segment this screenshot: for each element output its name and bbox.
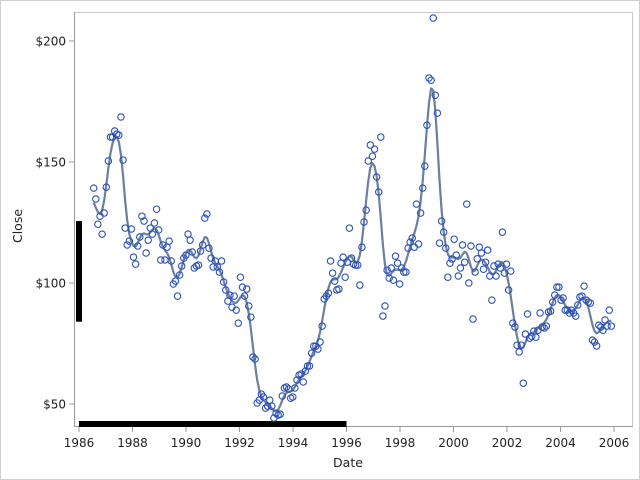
data-point (371, 146, 377, 152)
data-point (338, 260, 344, 266)
data-point (346, 225, 352, 231)
data-point (537, 310, 543, 316)
data-point (300, 379, 306, 385)
y-axis-title: Close (10, 209, 25, 243)
data-point (516, 349, 522, 355)
data-point (489, 297, 495, 303)
data-point (533, 334, 539, 340)
x-tick-label: 1988 (117, 436, 148, 450)
data-point (478, 250, 484, 256)
data-point (430, 15, 436, 21)
data-point (329, 270, 335, 276)
data-point (499, 229, 505, 235)
data-point (187, 237, 193, 243)
data-point (436, 240, 442, 246)
data-point (380, 313, 386, 319)
data-point (290, 394, 296, 400)
data-point (520, 380, 526, 386)
data-point (174, 293, 180, 299)
data-point (153, 206, 159, 212)
data-point (378, 134, 384, 140)
data-point (132, 261, 138, 267)
data-point (231, 293, 237, 299)
data-point (480, 266, 486, 272)
data-point (118, 114, 124, 120)
y-tick-label: $150 (35, 156, 66, 170)
data-point (99, 231, 105, 237)
data-point (455, 273, 461, 279)
x-axis-title: Date (333, 455, 363, 470)
data-point (464, 201, 470, 207)
data-point (457, 265, 463, 271)
data-point (413, 201, 419, 207)
data-point (185, 231, 191, 237)
data-point (267, 397, 273, 403)
x-tick-label: 1990 (171, 436, 202, 450)
x-tick-label: 1998 (385, 436, 416, 450)
data-point (524, 311, 530, 317)
data-point (342, 274, 348, 280)
data-point (162, 257, 168, 263)
x-tick-label: 2000 (438, 436, 469, 450)
data-point (151, 220, 157, 226)
data-point (145, 237, 151, 243)
data-point (277, 411, 283, 417)
data-point (225, 298, 231, 304)
chart: 1986 1988 1990 1992 1994 1996 1998 2000 2002 2004… (0, 0, 640, 480)
data-point (235, 320, 241, 326)
data-point (116, 132, 122, 138)
x-tick-label: 1986 (64, 436, 95, 450)
data-point (218, 258, 224, 264)
data-point (382, 303, 388, 309)
smooth-fit-line (94, 88, 612, 411)
y-tick-label: $200 (35, 35, 66, 49)
data-point (459, 242, 465, 248)
data-point (91, 185, 97, 191)
x-tick-label: 1996 (331, 436, 362, 450)
data-point (466, 280, 472, 286)
data-point (327, 258, 333, 264)
x-tick-label: 2006 (599, 436, 630, 450)
data-point (445, 274, 451, 280)
data-point (581, 283, 587, 289)
data-point (143, 250, 149, 256)
data-point (357, 282, 363, 288)
data-point (474, 256, 480, 262)
data-point (493, 273, 499, 279)
data-point (93, 196, 99, 202)
y-tick-label: $100 (35, 277, 66, 291)
data-point (608, 323, 614, 329)
data-point (396, 281, 402, 287)
data-point (392, 253, 398, 259)
data-point (95, 221, 101, 227)
data-point (468, 243, 474, 249)
data-point (369, 153, 375, 159)
data-point (508, 268, 514, 274)
data-point (470, 316, 476, 322)
data-point (602, 317, 608, 323)
x-tick-label: 1992 (224, 436, 255, 450)
data-point (487, 273, 493, 279)
data-point (606, 307, 612, 313)
y-range-highlight-bar (76, 221, 82, 322)
data-point (461, 259, 467, 265)
x-tick-label: 1994 (278, 436, 309, 450)
x-tick-label: 2002 (492, 436, 523, 450)
data-point (484, 247, 490, 253)
plot-area (75, 13, 633, 427)
data-point (166, 238, 172, 244)
data-point (130, 254, 136, 260)
data-point (451, 236, 457, 242)
x-range-highlight-bar (79, 421, 347, 427)
data-point (237, 274, 243, 280)
x-tick-label: 2004 (545, 436, 576, 450)
data-point (336, 286, 342, 292)
y-tick-label: $50 (43, 398, 66, 412)
